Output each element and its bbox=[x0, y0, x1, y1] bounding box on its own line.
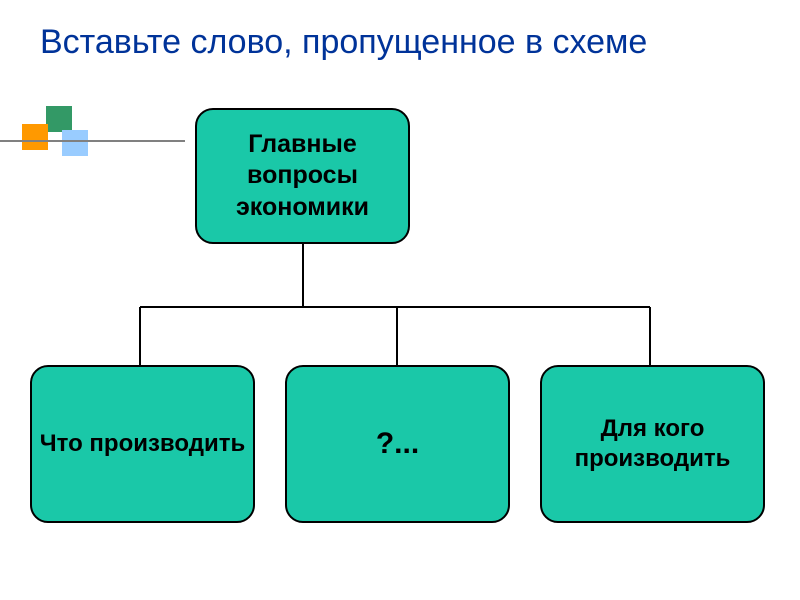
title-underline bbox=[0, 140, 185, 142]
diagram-child-label-2: ?... bbox=[376, 425, 419, 463]
logo-icon bbox=[22, 106, 92, 156]
diagram-root-node: Главные вопросы экономики bbox=[195, 108, 410, 244]
diagram-child-node-1: Что производить bbox=[30, 365, 255, 523]
diagram-child-node-3: Для кого производить bbox=[540, 365, 765, 523]
diagram-root-label: Главные вопросы экономики bbox=[197, 129, 408, 223]
slide-title: Вставьте слово, пропущенное в схеме bbox=[40, 20, 647, 66]
logo-square-green bbox=[46, 106, 72, 132]
diagram-child-label-1: Что производить bbox=[40, 429, 245, 459]
diagram-child-node-2: ?... bbox=[285, 365, 510, 523]
logo-square-orange bbox=[22, 124, 48, 150]
logo-square-blue bbox=[62, 130, 88, 156]
diagram-child-label-3: Для кого производить bbox=[542, 414, 763, 474]
